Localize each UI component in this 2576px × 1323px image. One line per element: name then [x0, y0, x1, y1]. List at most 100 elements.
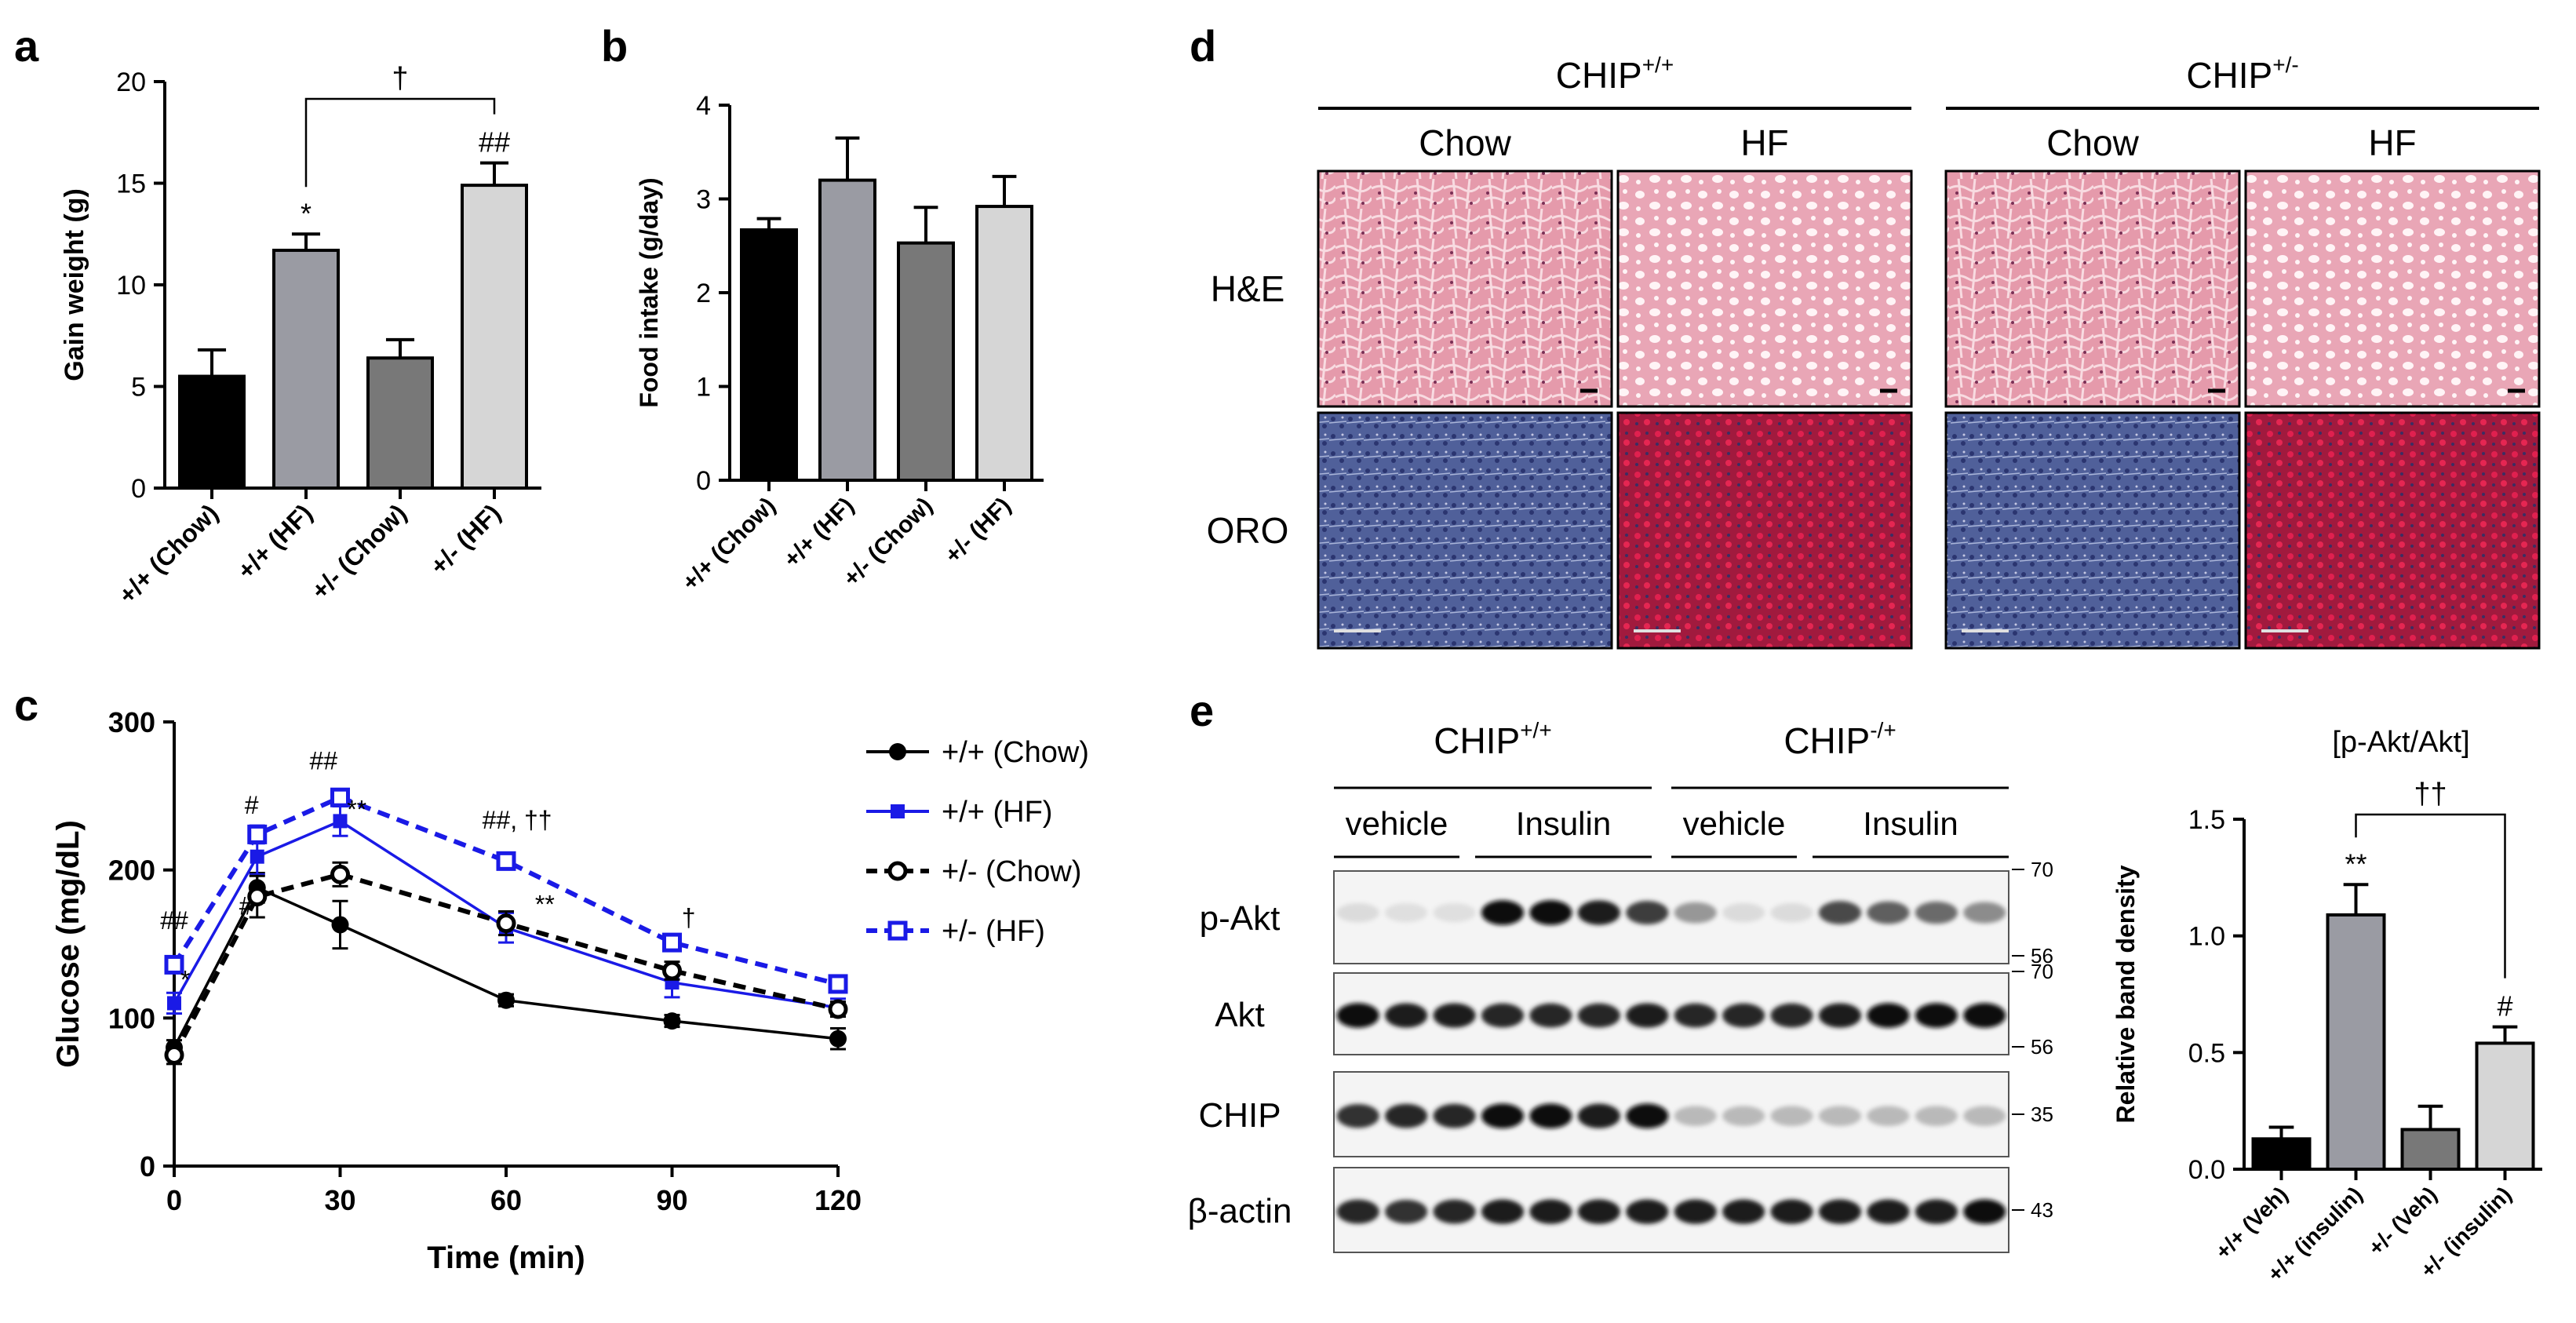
y-tick-label: 1.5 — [2188, 805, 2225, 835]
y-tick-label: 1 — [696, 373, 711, 403]
x-tick-label: 60 — [490, 1184, 522, 1216]
data-point — [164, 1045, 184, 1065]
x-tick-label: +/+ (Chow) — [113, 498, 224, 609]
protein-band — [1722, 1003, 1765, 1028]
panel-letter-b: b — [601, 21, 628, 71]
legend-entry: +/+ (HF) — [866, 796, 1052, 829]
he-micrograph — [1616, 169, 1913, 408]
series-3 — [164, 861, 848, 1066]
x-tick-label: +/+ (Chow) — [677, 493, 781, 596]
significance-label: # — [245, 791, 259, 819]
condition-label: Insulin — [1516, 805, 1611, 842]
significance-label: ##, †† — [483, 806, 552, 834]
y-tick-label: 4 — [696, 91, 711, 121]
y-tick-label: 15 — [116, 169, 146, 199]
significance-label: ## — [310, 746, 338, 774]
molecular-weight-marker: 43 — [2031, 1198, 2053, 1222]
blot-group-title: CHIP+/+ — [1434, 718, 1551, 761]
he-micrograph — [2244, 169, 2541, 408]
x-tick-label: +/- (Chow) — [306, 498, 412, 604]
data-point — [164, 954, 184, 975]
blot-row-label: p-Akt — [1200, 899, 1281, 938]
blot-row-label: β-actin — [1188, 1192, 1292, 1230]
x-tick-label: +/+ (HF) — [231, 498, 318, 585]
data-point — [829, 1030, 847, 1048]
data-point — [247, 887, 268, 907]
protein-band — [1674, 902, 1717, 924]
y-tick-label: 0.5 — [2188, 1038, 2225, 1068]
bar — [272, 248, 340, 490]
protein-band — [1963, 1199, 2006, 1224]
significance-label: † — [682, 903, 696, 931]
x-tick-label: +/- (HF) — [940, 493, 1016, 569]
legend-label: +/+ (HF) — [942, 796, 1052, 829]
y-tick-label: 0 — [131, 474, 146, 504]
bar — [818, 178, 876, 482]
data-point — [167, 996, 181, 1011]
row-label: ORO — [1207, 510, 1289, 551]
significance-label: * — [301, 197, 312, 229]
molecular-weight-marker: 35 — [2031, 1102, 2053, 1126]
group-genotype: +/- — [2272, 53, 2298, 77]
legend-marker — [887, 861, 908, 881]
oro-micrograph — [2244, 411, 2541, 650]
protein-band — [1770, 1106, 1813, 1126]
blot-group-title: CHIP-/+ — [1784, 718, 1896, 761]
y-tick-label: 0 — [140, 1150, 155, 1183]
data-point — [662, 932, 682, 953]
data-point — [662, 960, 682, 981]
data-point — [496, 851, 516, 871]
panel-letter-a: a — [14, 21, 39, 71]
data-point — [331, 916, 349, 934]
data-point — [496, 913, 516, 934]
series-line — [172, 794, 839, 986]
y-axis-title: Relative band density — [2111, 865, 2140, 1123]
gain-weight-bar-chart: 0 5 10 15 20 Gain weight (g) +/+ (Chow) +/+ (HF… — [60, 62, 541, 610]
protein-band — [1867, 1199, 1910, 1224]
molecular-weight-marker: 56 — [2031, 944, 2053, 968]
series-line — [173, 819, 839, 1009]
y-tick-label: 100 — [108, 1002, 155, 1034]
protein-band — [1433, 1003, 1476, 1028]
column-label: Chow — [2046, 122, 2139, 163]
protein-band — [1770, 902, 1813, 923]
panel-letter-e: e — [1190, 686, 1214, 735]
data-point — [828, 999, 848, 1019]
protein-band — [1770, 1003, 1813, 1028]
protein-band — [1529, 1103, 1572, 1128]
legend-marker — [889, 743, 906, 760]
protein-band — [1481, 1003, 1525, 1028]
molecular-weight-marker: 70 — [2031, 960, 2053, 983]
protein-band — [1529, 900, 1572, 925]
oro-micrograph — [1317, 411, 1613, 650]
significance-label: # — [239, 891, 253, 920]
he-micrograph — [1317, 169, 1613, 408]
group-genotype: +/+ — [1642, 53, 1674, 77]
protein-band — [1818, 1003, 1862, 1028]
chart-title: [p-Akt/Akt] — [2332, 726, 2469, 759]
protein-band — [1915, 901, 1958, 924]
protein-band — [1336, 902, 1379, 923]
molecular-weight-marker: 70 — [2031, 858, 2053, 881]
y-tick-label: 0.0 — [2188, 1155, 2225, 1185]
protein-band — [1385, 1103, 1428, 1128]
protein-band — [1577, 900, 1620, 925]
protein-band — [1626, 1103, 1669, 1128]
y-axis-title: Gain weight (g) — [60, 188, 89, 381]
x-tick-label: +/+ (HF) — [779, 493, 859, 573]
panel-letter-d: d — [1190, 21, 1216, 71]
legend-marker — [891, 804, 905, 818]
protein-band — [1722, 1199, 1765, 1224]
significance-label: ## — [479, 126, 510, 159]
protein-band — [1722, 1106, 1765, 1126]
protein-band — [1433, 1103, 1476, 1128]
histology-panel: CHIP+/+ Chow HF CHIP+/- Chow HF H&E ORO — [1207, 53, 2541, 650]
significance-bracket — [304, 97, 496, 188]
protein-band — [1963, 1003, 2006, 1028]
legend-entry: +/- (HF) — [866, 915, 1045, 948]
bar — [2326, 913, 2386, 1171]
significance-label: ## — [160, 906, 188, 935]
protein-band — [1433, 1199, 1476, 1224]
legend-entry: +/- (Chow) — [866, 855, 1081, 888]
